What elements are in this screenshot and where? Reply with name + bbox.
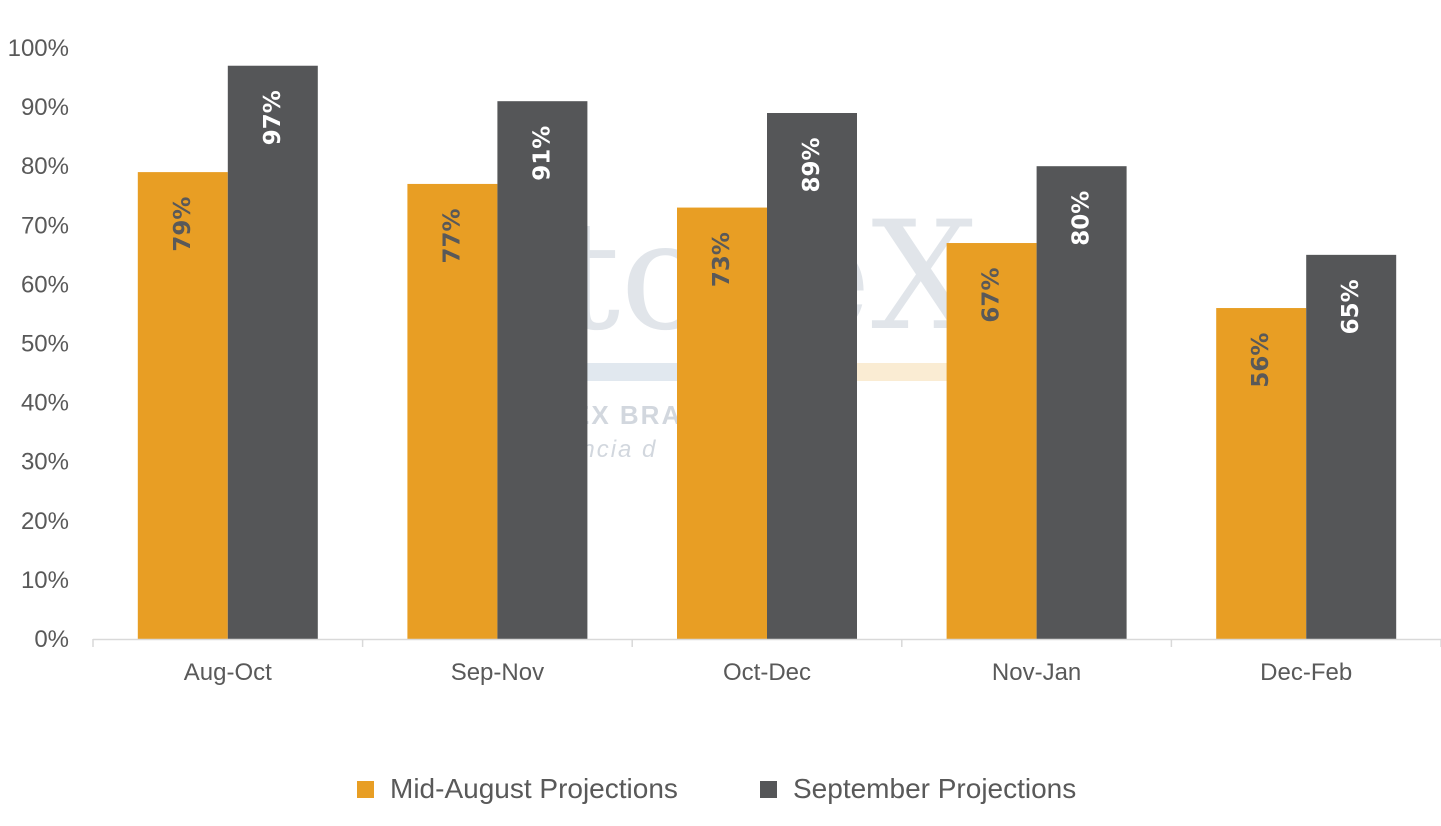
bar bbox=[1306, 254, 1397, 639]
bar bbox=[227, 65, 318, 640]
y-tick-label: 80% bbox=[21, 153, 69, 180]
y-tick-label: 40% bbox=[21, 390, 69, 417]
y-tick-label: 60% bbox=[21, 271, 69, 298]
y-tick-label: 10% bbox=[21, 567, 69, 594]
watermark-bar-orange bbox=[855, 363, 950, 381]
legend-swatch bbox=[357, 781, 374, 798]
y-tick-label: 100% bbox=[8, 35, 69, 62]
bar bbox=[407, 183, 498, 639]
y-tick-label: 50% bbox=[21, 331, 69, 358]
y-tick-label: 0% bbox=[34, 626, 69, 653]
bar bbox=[946, 243, 1037, 639]
x-tick-label: Nov-Jan bbox=[992, 659, 1081, 686]
x-tick-label: Sep-Nov bbox=[451, 659, 544, 686]
bar bbox=[497, 101, 588, 639]
data-label: 56% bbox=[1248, 333, 1274, 388]
data-label: 89% bbox=[799, 137, 825, 192]
bar bbox=[767, 113, 857, 639]
x-tick-label: Oct-Dec bbox=[723, 659, 811, 686]
data-label: 91% bbox=[529, 126, 555, 181]
bars: 79% 97% 77% 91% 73% 89% 67% 80% 56% 65% bbox=[137, 65, 1397, 640]
legend-label: Mid-August Projections bbox=[390, 773, 678, 804]
y-tick-label: 30% bbox=[21, 449, 69, 476]
y-axis: 0% 10% 20% 30% 40% 50% 60% 70% 80% 90% 100% bbox=[8, 35, 69, 653]
y-tick-label: 90% bbox=[21, 94, 69, 121]
data-label: 97% bbox=[260, 90, 286, 145]
watermark-subtitle: EX BRA bbox=[572, 400, 682, 430]
data-label: 67% bbox=[979, 267, 1005, 322]
x-tick-label: Dec-Feb bbox=[1260, 659, 1352, 686]
data-label: 77% bbox=[439, 208, 465, 263]
y-tick-label: 20% bbox=[21, 508, 69, 535]
legend: Mid-August Projections September Projecti… bbox=[357, 773, 1076, 804]
data-label: 80% bbox=[1069, 191, 1095, 246]
y-tick-label: 70% bbox=[21, 212, 69, 239]
bar bbox=[677, 207, 767, 639]
legend-swatch bbox=[760, 781, 777, 798]
bar bbox=[137, 172, 228, 640]
data-label: 65% bbox=[1338, 279, 1364, 334]
x-axis: Aug-Oct Sep-Nov Oct-Dec Nov-Jan Dec-Feb bbox=[92, 638, 1441, 686]
legend-label: September Projections bbox=[793, 773, 1076, 804]
bar bbox=[1036, 166, 1127, 639]
bar bbox=[1216, 308, 1307, 639]
data-label: 73% bbox=[709, 232, 735, 287]
data-label: 79% bbox=[170, 197, 196, 252]
x-tick-label: Aug-Oct bbox=[184, 659, 272, 686]
